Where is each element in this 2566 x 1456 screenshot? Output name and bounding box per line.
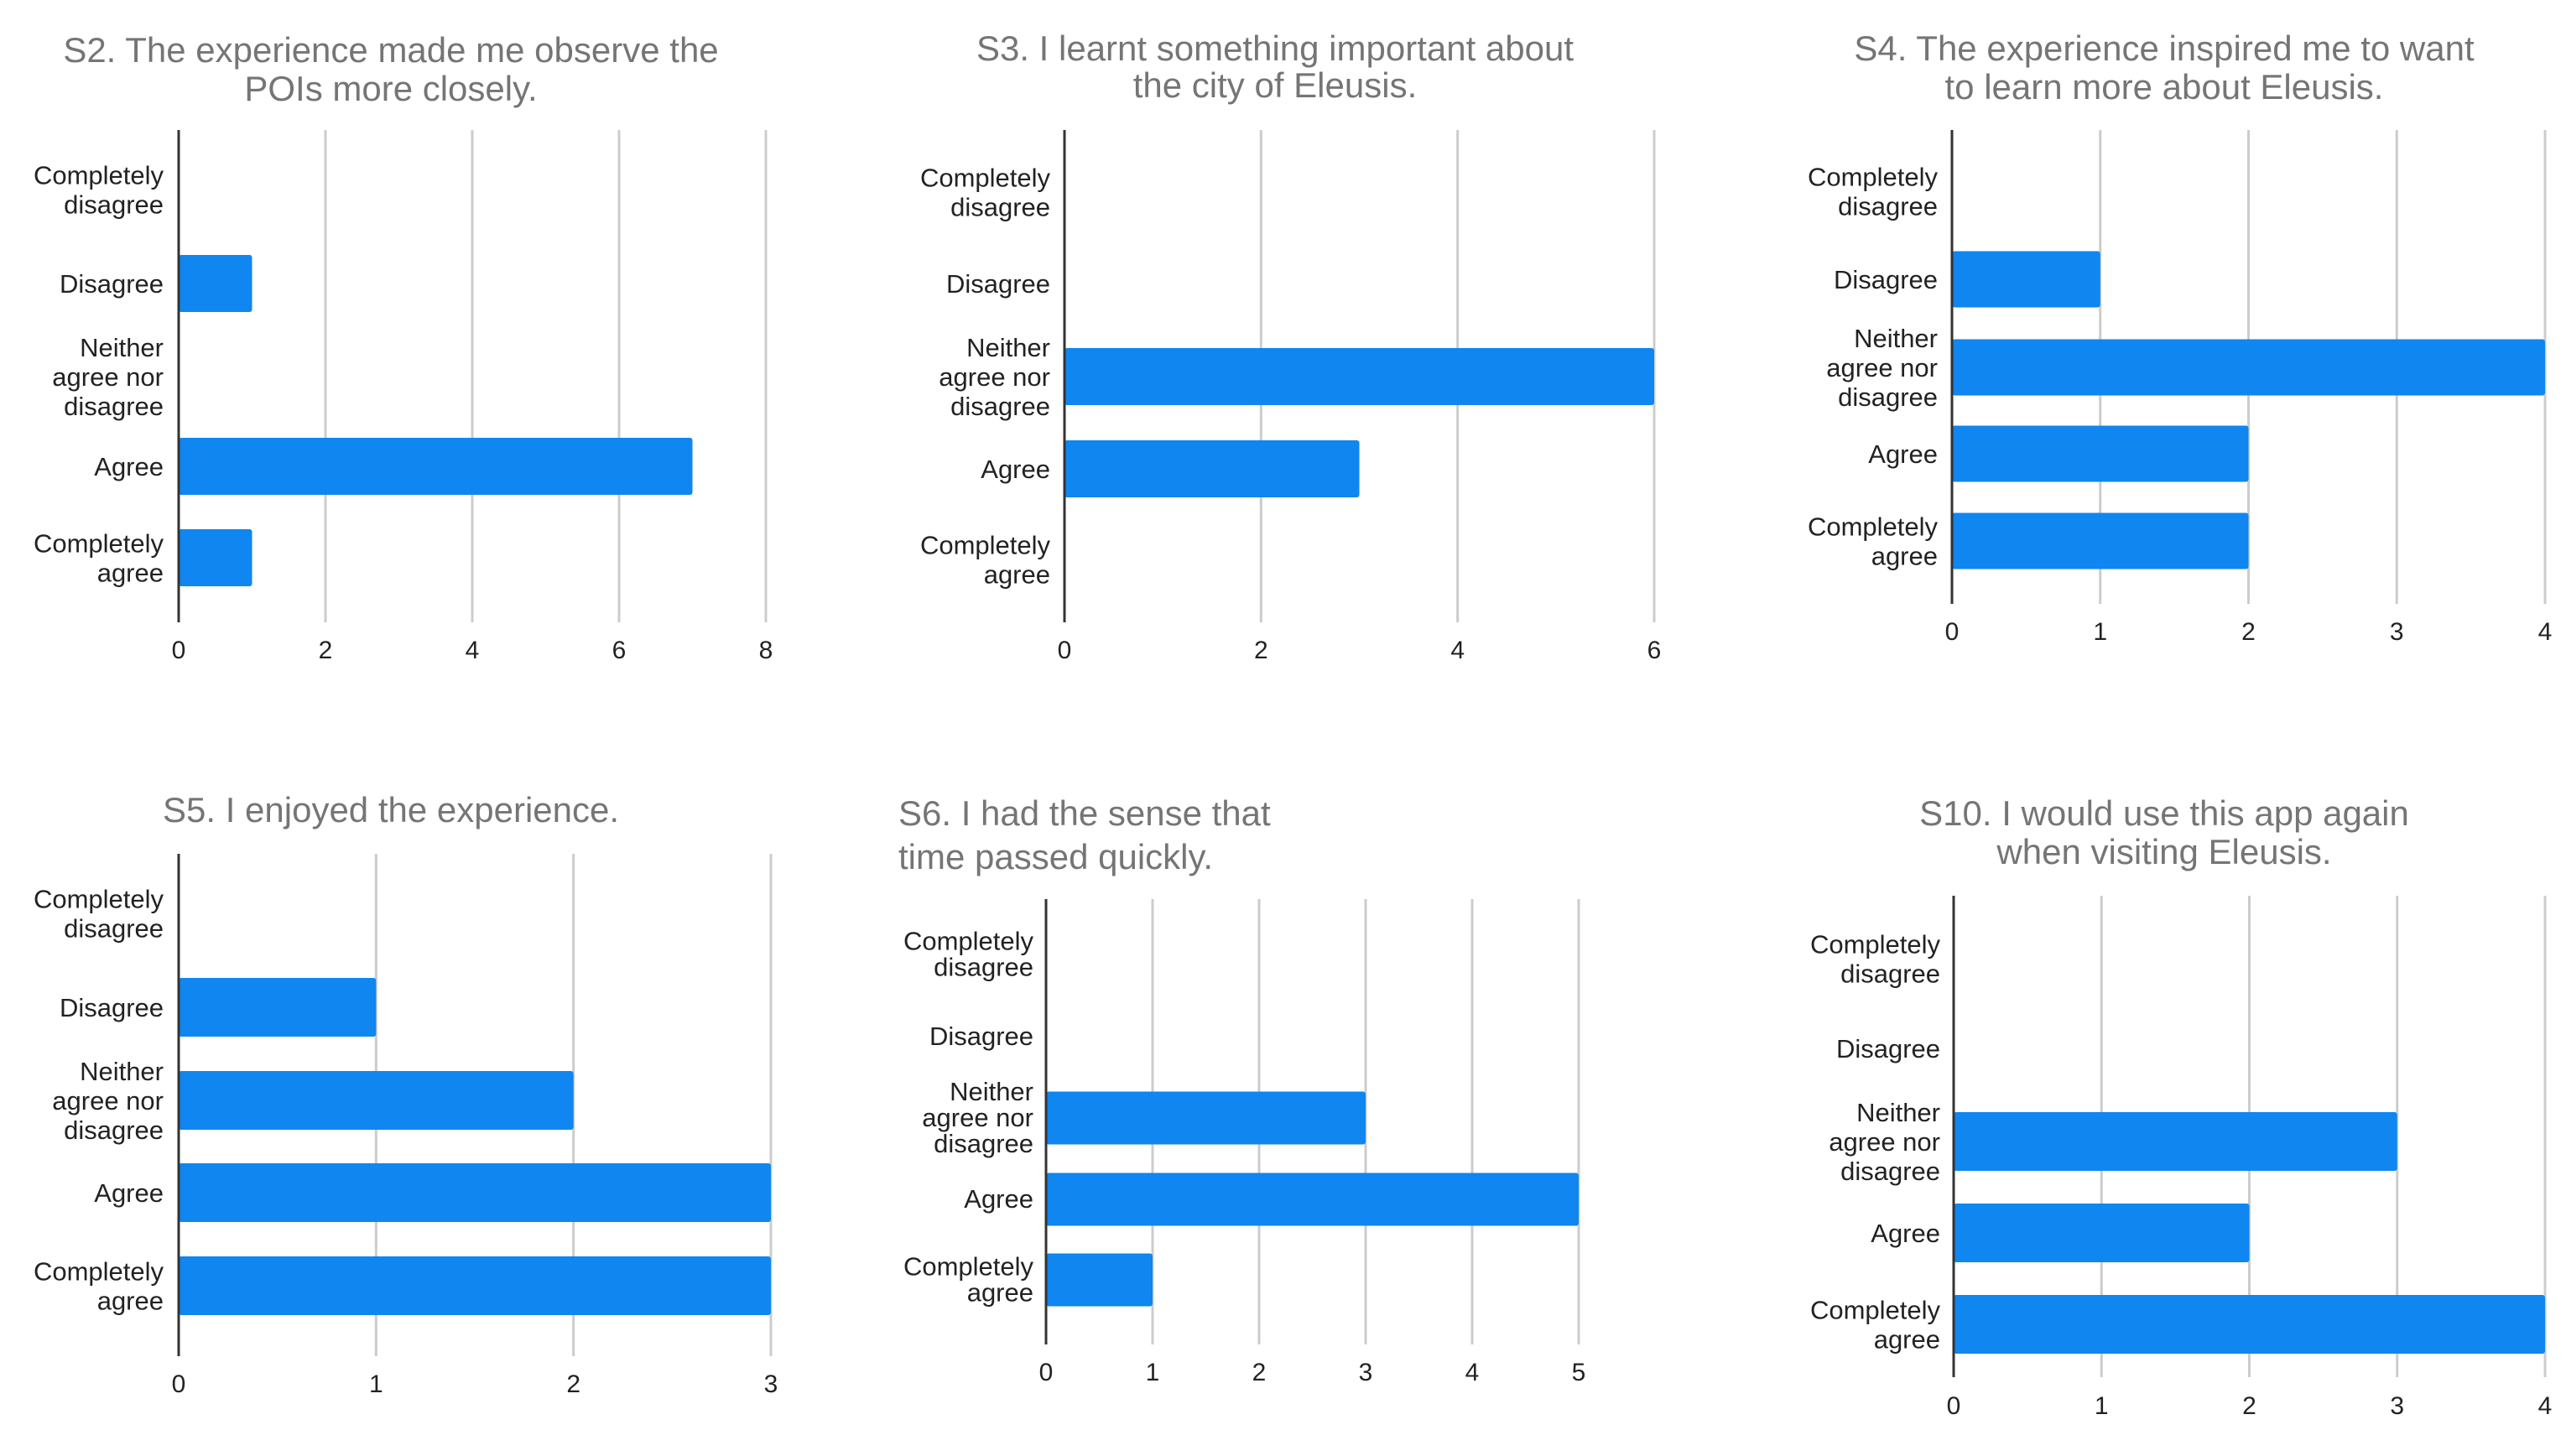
bar [179, 1163, 771, 1222]
category-label: Agree [94, 1178, 164, 1208]
tick-label: 1 [2093, 618, 2107, 646]
chart-title: S4. The experience inspired me to want to… [1854, 29, 2475, 107]
chart-5: S6. I had the sense that time passed quic… [898, 793, 1585, 1386]
bar [179, 1256, 771, 1315]
chart-title: S3. I learnt something important about th… [976, 29, 1574, 105]
tick-label: 3 [764, 1370, 778, 1398]
tick-label: 4 [2538, 1392, 2553, 1420]
tick-label: 0 [1947, 1392, 1961, 1420]
category-label: Completely agree [34, 1256, 164, 1315]
bar [1952, 512, 2249, 569]
chart-6: S10. I would use this app again when visi… [1810, 793, 2552, 1420]
tick-label: 3 [2390, 618, 2404, 646]
bar [179, 1071, 574, 1130]
tick-label: 8 [759, 637, 773, 664]
tick-label: 6 [612, 637, 627, 664]
category-label: Completely disagree [920, 163, 1051, 221]
category-label: Neither agree nor disagree [939, 333, 1050, 421]
category-label: Completely disagree [903, 927, 1034, 982]
chart-title: S10. I would use this app again when visi… [1919, 793, 2409, 871]
category-label: Disagree [929, 1022, 1033, 1051]
tick-label: 4 [466, 637, 480, 664]
bar [179, 255, 252, 312]
category-label: Disagree [60, 269, 164, 299]
tick-label: 5 [1572, 1359, 1586, 1386]
category-label: Completely disagree [1808, 162, 1939, 221]
category-label: Agree [1868, 439, 1938, 469]
tick-label: 1 [2095, 1392, 2109, 1420]
category-label: Completely agree [34, 528, 164, 587]
chart-2: S3. I learnt something important about th… [920, 29, 1661, 664]
category-label: Agree [1871, 1219, 1940, 1248]
chart-1: S2. The experience made me observe the PO… [34, 30, 773, 664]
tick-label: 2 [2241, 618, 2256, 646]
category-label: Disagree [1836, 1034, 1940, 1063]
category-label: Agree [964, 1184, 1033, 1214]
tick-label: 4 [2538, 618, 2553, 646]
bar [1064, 440, 1360, 497]
chart-title: S6. I had the sense that time passed quic… [898, 793, 1271, 876]
tick-label: 2 [566, 1370, 580, 1398]
chart-3: S4. The experience inspired me to want to… [1808, 29, 2552, 646]
category-label: Agree [981, 455, 1050, 484]
tick-label: 2 [1252, 1359, 1267, 1386]
tick-label: 0 [172, 637, 186, 664]
tick-label: 0 [1058, 637, 1072, 664]
category-label: Agree [94, 452, 164, 481]
bar [1954, 1112, 2397, 1171]
category-label: Neither agree nor disagree [52, 1057, 164, 1145]
chart-title: S2. The experience made me observe the PO… [63, 30, 718, 108]
bar [1954, 1204, 2250, 1262]
bar [1046, 1091, 1366, 1145]
tick-label: 0 [1945, 618, 1960, 646]
tick-label: 2 [1254, 637, 1268, 664]
tick-label: 0 [1039, 1359, 1054, 1386]
category-label: Completely disagree [34, 160, 164, 219]
category-label: Neither agree nor disagree [52, 333, 164, 421]
category-label: Neither agree nor disagree [922, 1077, 1033, 1158]
category-label: Completely agree [1808, 512, 1939, 570]
bar [1064, 348, 1654, 405]
tick-label: 2 [319, 637, 333, 664]
bar [179, 438, 693, 495]
bar [1952, 425, 2249, 482]
bar [1952, 251, 2100, 308]
category-label: Neither agree nor disagree [1826, 324, 1938, 412]
tick-label: 0 [172, 1370, 186, 1398]
bar [179, 978, 377, 1037]
tick-label: 3 [2390, 1392, 2404, 1420]
category-label: Completely disagree [1810, 929, 1941, 988]
category-label: Disagree [946, 269, 1050, 299]
bar [1954, 1295, 2545, 1354]
tick-label: 2 [2242, 1392, 2256, 1420]
chart-4: S5. I enjoyed the experience. Completely d… [34, 790, 778, 1398]
bar [1952, 339, 2545, 396]
chart-title: S5. I enjoyed the experience. [163, 790, 619, 829]
category-label: Completely agree [1810, 1295, 1941, 1354]
category-label: Disagree [1834, 265, 1938, 294]
bar [1046, 1173, 1579, 1226]
bar [179, 529, 252, 586]
tick-label: 4 [1465, 1359, 1480, 1386]
category-label: Disagree [60, 993, 164, 1022]
category-label: Neither agree nor disagree [1829, 1098, 1940, 1186]
tick-label: 3 [1359, 1359, 1373, 1386]
tick-label: 1 [369, 1370, 383, 1398]
tick-label: 6 [1647, 637, 1662, 664]
tick-label: 1 [1146, 1359, 1160, 1386]
category-label: Completely agree [903, 1252, 1034, 1308]
tick-label: 4 [1450, 637, 1465, 664]
bar [1046, 1253, 1153, 1307]
category-label: Completely disagree [34, 884, 164, 943]
category-label: Completely agree [920, 530, 1051, 589]
